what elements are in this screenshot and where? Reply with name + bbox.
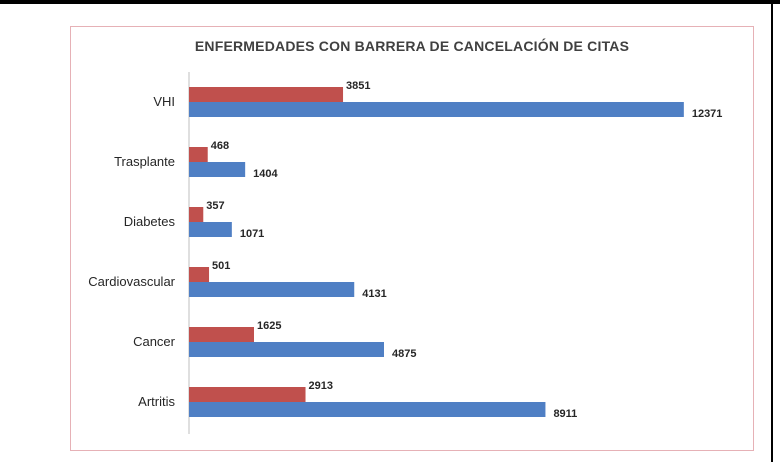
chart-title: ENFERMEDADES CON BARRERA DE CANCELACIÓN … (194, 38, 630, 54)
right-border-line (771, 0, 773, 462)
data-label: 4131 (362, 288, 386, 300)
bar-series-2 (189, 402, 546, 417)
data-label: 357 (206, 200, 224, 212)
data-label: 12371 (692, 108, 723, 120)
category-label: Artritis (138, 394, 175, 409)
category-label: VHI (153, 94, 175, 109)
data-label: 1404 (253, 168, 278, 180)
chart-frame (70, 26, 754, 451)
data-label: 501 (212, 260, 230, 272)
bar-series-1 (189, 207, 204, 222)
bar-series-2 (189, 282, 355, 297)
data-label: 8911 (553, 408, 577, 420)
category-label: Cancer (133, 334, 176, 349)
top-border-line (0, 0, 780, 4)
bar-series-2 (189, 102, 684, 117)
data-label: 468 (211, 140, 229, 152)
bar-series-1 (189, 267, 210, 282)
bar-series-1 (189, 387, 306, 402)
data-label: 3851 (346, 80, 370, 92)
data-label: 1071 (240, 228, 264, 240)
data-label: 1625 (257, 320, 281, 332)
bar-series-1 (189, 327, 254, 342)
data-label: 4875 (392, 348, 416, 360)
bar-series-2 (189, 222, 232, 237)
category-label: Cardiovascular (88, 274, 175, 289)
bar-series-2 (189, 162, 246, 177)
bar-series-2 (189, 342, 384, 357)
bar-series-1 (189, 87, 344, 102)
data-label: 2913 (309, 380, 333, 392)
category-label: Diabetes (124, 214, 176, 229)
category-label: Trasplante (114, 154, 175, 169)
bar-series-1 (189, 147, 208, 162)
